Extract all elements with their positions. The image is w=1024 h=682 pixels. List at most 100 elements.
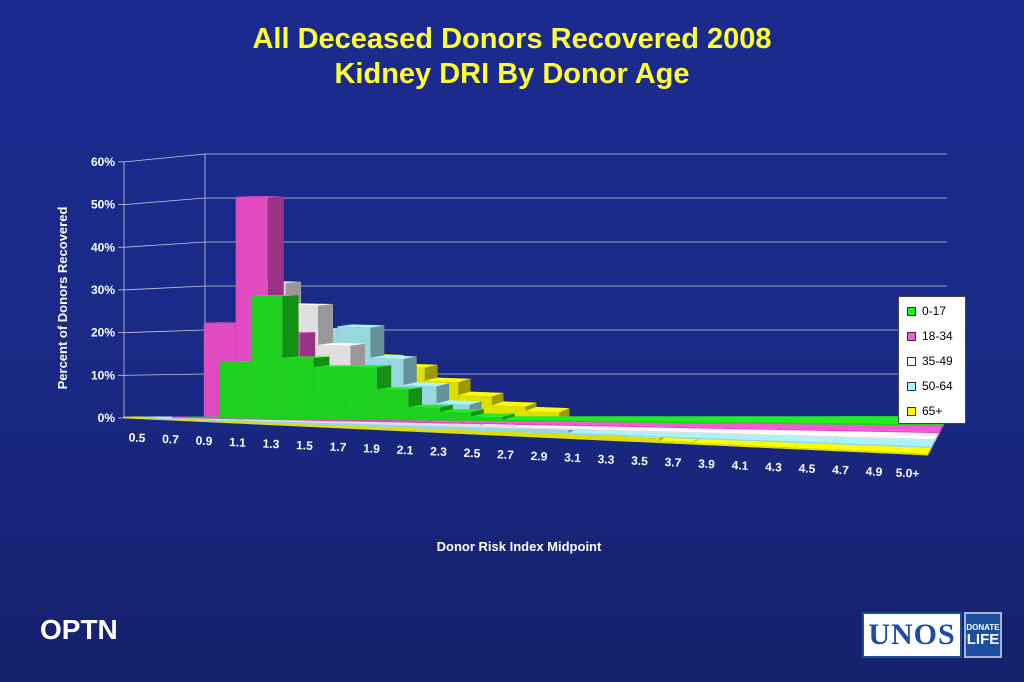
donate-life-logo: DONATE LIFE — [964, 612, 1002, 658]
bar-front — [894, 452, 928, 456]
x-tick-label: 1.5 — [296, 438, 314, 453]
bar-front — [772, 434, 806, 437]
bar-front — [619, 425, 652, 428]
bar-front — [708, 432, 741, 435]
bar-front — [832, 442, 866, 446]
bar-front — [817, 422, 849, 425]
bar-front — [675, 431, 708, 434]
x-tick-label: 3.7 — [664, 455, 682, 470]
bar-front — [471, 416, 503, 422]
bar-side — [927, 445, 932, 456]
bar-front — [875, 430, 908, 433]
bar-front — [610, 429, 643, 433]
bar-front — [691, 421, 723, 424]
bar-top — [597, 416, 639, 421]
bar-front — [123, 416, 157, 420]
unos-logo-text: UNOS — [862, 612, 962, 658]
bar-front — [865, 444, 899, 447]
bar-top — [376, 387, 422, 390]
legend-item: 65+ — [907, 403, 942, 419]
bar-front — [811, 429, 844, 432]
x-tick-label: 4.1 — [731, 458, 749, 473]
bar-top — [628, 416, 670, 422]
bar-front — [545, 427, 578, 431]
bar-front — [568, 432, 602, 436]
legend-swatch — [907, 331, 916, 341]
bar-front — [480, 425, 513, 429]
bar-front — [799, 441, 833, 445]
bar-front — [754, 422, 786, 425]
bar-front — [667, 436, 701, 440]
bar-front — [898, 445, 932, 448]
bar-front — [188, 416, 220, 419]
x-tick-label: 2.5 — [463, 446, 481, 461]
bar-top — [345, 365, 392, 368]
bar-front — [643, 430, 676, 433]
bar-front — [860, 450, 895, 454]
chart-title: All Deceased Donors Recovered 2008 Kidne… — [0, 22, 1024, 92]
x-tick-label: 0.5 — [128, 430, 146, 445]
bar-top — [403, 382, 450, 387]
x-tick-label: 4.3 — [765, 460, 783, 475]
bar-side — [935, 430, 940, 441]
bar-front — [597, 420, 629, 423]
bar-front — [565, 420, 597, 423]
bar-top — [525, 406, 570, 413]
legend-label: 0-17 — [922, 304, 947, 318]
x-tick-label: 5.0+ — [895, 466, 919, 481]
bar-front — [578, 428, 611, 432]
legend-swatch — [907, 356, 916, 366]
chart-legend: 0-17 18-34 35-49 50-64 65+ — [898, 296, 966, 424]
bar-front — [395, 420, 428, 424]
legend-label: 65+ — [922, 404, 943, 418]
bar-front — [626, 437, 660, 443]
bar-front — [459, 422, 492, 425]
bar-front — [601, 434, 635, 437]
y-tick-label: 0% — [98, 411, 116, 425]
bar-top — [313, 365, 361, 367]
bar-front — [651, 426, 684, 429]
y-tick-label: 30% — [91, 283, 115, 297]
bar-front — [785, 422, 818, 425]
y-tick-label: 20% — [91, 326, 115, 340]
title-line-1: All Deceased Donors Recovered 2008 — [252, 23, 772, 55]
unos-logo: UNOS DONATE LIFE — [862, 612, 1002, 658]
bar-top — [848, 416, 886, 424]
bar-top — [502, 416, 546, 420]
bar-top — [408, 404, 453, 408]
legend-label: 50-64 — [922, 379, 953, 393]
bar-front — [700, 437, 734, 441]
bar-front — [427, 421, 460, 424]
bar-front — [880, 423, 912, 426]
bar-front — [250, 295, 283, 419]
y-tick-label: 10% — [91, 368, 115, 382]
bar-front — [491, 422, 524, 425]
side-gridline — [123, 329, 206, 334]
bar-front — [766, 440, 800, 443]
x-tick-label: 0.7 — [162, 432, 180, 447]
x-tick-label: 1.7 — [329, 440, 347, 455]
x-tick-label: 2.1 — [396, 443, 414, 458]
legend-item: 0-17 — [907, 303, 946, 319]
bar-front — [726, 444, 761, 448]
bar-front — [848, 423, 881, 426]
bar-top — [337, 324, 385, 328]
legend-label: 35-49 — [922, 354, 953, 368]
y-tick-label: 60% — [91, 155, 115, 169]
bar-front — [683, 426, 716, 429]
bar-front — [779, 428, 812, 431]
y-tick-label: 40% — [91, 240, 115, 254]
x-tick-label: 2.9 — [530, 449, 548, 464]
bar-front — [535, 428, 569, 435]
bar-front — [282, 357, 314, 420]
bar-top — [659, 416, 701, 422]
bar-top — [235, 196, 284, 198]
bar-front — [870, 437, 903, 440]
x-tick-label: 0.9 — [195, 434, 213, 449]
x-tick-label: 3.3 — [597, 452, 615, 467]
bar-front — [439, 411, 472, 421]
bar-top — [691, 416, 731, 422]
bar-front — [747, 427, 780, 430]
bar-front — [190, 419, 224, 423]
x-tick-label: 1.3 — [262, 437, 280, 452]
